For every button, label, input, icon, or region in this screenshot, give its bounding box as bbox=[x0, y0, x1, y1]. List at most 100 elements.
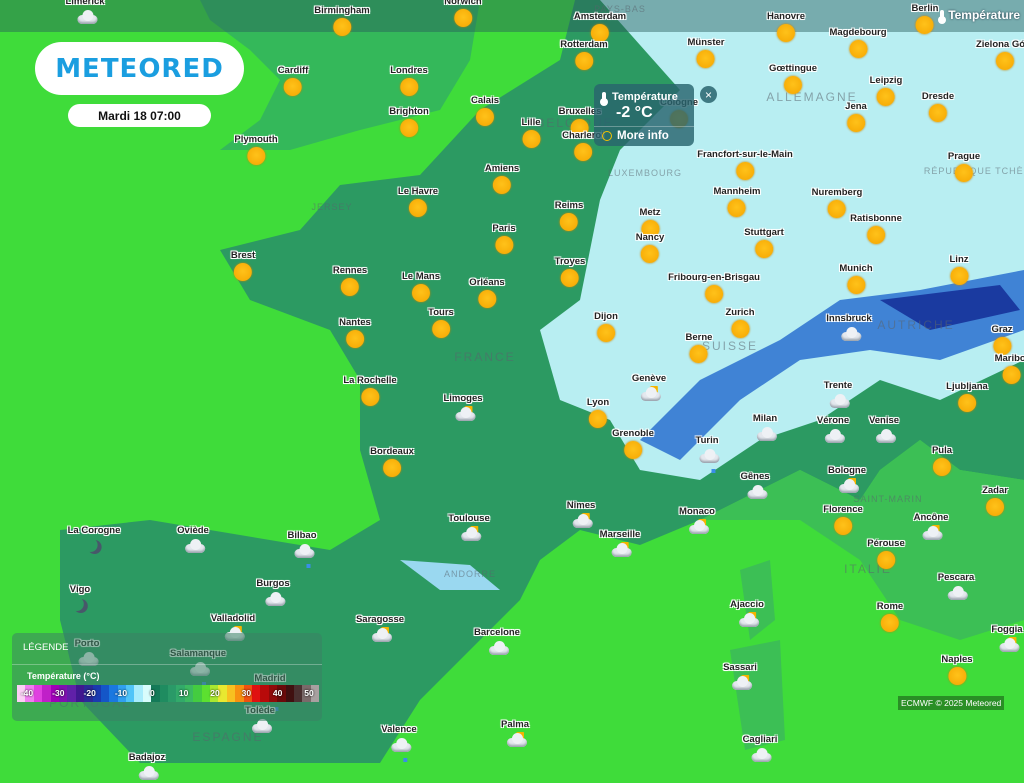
city-marker[interactable]: Trente bbox=[824, 380, 852, 411]
city-marker[interactable]: Linz bbox=[950, 254, 969, 285]
country-label: FRANCE bbox=[454, 350, 516, 364]
city-marker[interactable]: Grenoble bbox=[612, 428, 654, 459]
city-marker[interactable]: Brest bbox=[231, 250, 255, 281]
city-marker[interactable]: Innsbruck bbox=[826, 313, 872, 344]
city-marker[interactable]: Barcelone bbox=[474, 627, 520, 658]
city-marker[interactable]: Limerick bbox=[65, 0, 105, 27]
more-info-link[interactable]: More info bbox=[602, 130, 669, 142]
city-marker[interactable]: La Rochelle bbox=[343, 375, 397, 406]
city-marker[interactable]: Hanovre bbox=[767, 11, 805, 42]
city-marker[interactable]: Oviède bbox=[177, 525, 209, 556]
city-marker[interactable]: Bruxelles bbox=[559, 106, 601, 137]
city-marker[interactable]: Munich bbox=[839, 263, 873, 294]
city-marker[interactable]: Zielona Góra bbox=[976, 39, 1024, 70]
city-marker[interactable]: Cagliari bbox=[743, 734, 777, 765]
city-marker[interactable]: Saragosse bbox=[356, 614, 404, 645]
city-marker[interactable]: Orléans bbox=[469, 277, 505, 308]
city-marker[interactable]: Paris bbox=[492, 223, 516, 254]
city-marker[interactable]: Pescara bbox=[938, 572, 974, 603]
city-marker[interactable]: Vérone bbox=[817, 415, 849, 446]
city-marker[interactable]: Venise bbox=[869, 415, 899, 446]
city-marker[interactable]: Calais bbox=[471, 95, 499, 126]
city-marker[interactable]: Zadar bbox=[982, 485, 1008, 516]
city-marker[interactable]: Nancy bbox=[636, 232, 664, 263]
city-marker[interactable]: Birmingham bbox=[314, 5, 370, 36]
city-marker[interactable]: Nuremberg bbox=[812, 187, 862, 218]
city-marker[interactable]: Zurich bbox=[725, 307, 755, 338]
city-marker[interactable]: Bilbao bbox=[287, 530, 317, 561]
city-marker[interactable]: Berne bbox=[686, 332, 712, 363]
city-marker[interactable]: La Corogne bbox=[68, 525, 121, 552]
city-marker[interactable]: Badajoz bbox=[129, 752, 165, 783]
city-marker[interactable]: Magdebourg bbox=[830, 27, 887, 58]
city-marker[interactable]: Berlin bbox=[912, 3, 938, 34]
city-marker[interactable]: Le Havre bbox=[398, 186, 438, 217]
city-marker[interactable]: Palma bbox=[501, 719, 529, 750]
city-marker[interactable]: Naples bbox=[941, 654, 973, 685]
city-name: Gênes bbox=[740, 471, 770, 482]
city-marker[interactable]: Tours bbox=[428, 307, 454, 338]
city-marker[interactable]: Genève bbox=[632, 373, 666, 404]
city-marker[interactable]: Amsterdam bbox=[574, 11, 626, 42]
city-marker[interactable]: Valence bbox=[381, 724, 417, 755]
city-marker[interactable]: Ljubljana bbox=[946, 381, 988, 412]
forecast-date[interactable]: Mardi 18 07:00 bbox=[68, 104, 211, 127]
layer-selector[interactable]: Température bbox=[938, 8, 1020, 24]
top-bar bbox=[0, 0, 1024, 32]
city-marker[interactable]: Rotterdam bbox=[560, 39, 608, 70]
city-marker[interactable]: Sassari bbox=[723, 662, 757, 693]
city-marker[interactable]: Prague bbox=[948, 151, 980, 182]
city-marker[interactable]: Vigo bbox=[70, 584, 90, 611]
city-marker[interactable]: Norwich bbox=[444, 0, 482, 27]
city-marker[interactable]: Reims bbox=[555, 200, 583, 231]
city-marker[interactable]: Metz bbox=[639, 207, 661, 238]
city-marker[interactable]: Fribourg-en-Brisgau bbox=[668, 272, 760, 303]
city-marker[interactable]: Dresde bbox=[922, 91, 954, 122]
city-marker[interactable]: Lyon bbox=[587, 397, 609, 428]
city-marker[interactable]: Dijon bbox=[594, 311, 618, 342]
city-marker[interactable]: Mannheim bbox=[714, 186, 760, 217]
city-marker[interactable]: Francfort-sur-le-Main bbox=[697, 149, 793, 180]
city-marker[interactable]: Florence bbox=[823, 504, 863, 535]
city-marker[interactable]: Troyes bbox=[555, 256, 585, 287]
city-marker[interactable]: Bologne bbox=[828, 465, 866, 496]
city-marker[interactable]: Gênes bbox=[740, 471, 770, 502]
close-popup-button[interactable]: × bbox=[700, 86, 717, 103]
city-marker[interactable]: Graz bbox=[991, 324, 1013, 355]
city-marker[interactable]: Londres bbox=[390, 65, 428, 96]
city-marker[interactable]: Plymouth bbox=[234, 134, 278, 165]
city-marker[interactable]: Milan bbox=[753, 413, 777, 444]
city-marker[interactable]: Toulouse bbox=[448, 513, 490, 544]
city-marker[interactable]: Jena bbox=[845, 101, 867, 132]
city-marker[interactable]: Marseille bbox=[600, 529, 640, 560]
city-marker[interactable]: Münster bbox=[688, 37, 724, 68]
city-marker[interactable]: Monaco bbox=[679, 506, 715, 537]
city-marker[interactable]: Brighton bbox=[389, 106, 429, 137]
city-marker[interactable]: Lille bbox=[521, 117, 541, 148]
meteored-logo[interactable]: METEORED bbox=[35, 42, 244, 95]
city-marker[interactable]: Le Mans bbox=[402, 271, 440, 302]
city-marker[interactable]: Rome bbox=[877, 601, 903, 632]
legend-panel[interactable]: LÉGENDE Température (°C) -40 -30 -20 -10 0 10… bbox=[12, 633, 322, 721]
city-marker[interactable]: Nîmes bbox=[567, 500, 595, 531]
city-marker[interactable]: Ajaccio bbox=[730, 599, 764, 630]
city-marker[interactable]: Nantes bbox=[339, 317, 371, 348]
city-marker[interactable]: Bordeaux bbox=[370, 446, 414, 477]
city-marker[interactable]: Turin bbox=[695, 435, 719, 466]
city-marker[interactable]: Maribor bbox=[995, 353, 1024, 384]
city-marker[interactable]: Gœttingue bbox=[769, 63, 817, 94]
city-marker[interactable]: Leipzig bbox=[870, 75, 902, 106]
city-marker[interactable]: Amiens bbox=[485, 163, 519, 194]
city-marker[interactable]: Pula bbox=[932, 445, 952, 476]
city-marker[interactable]: Pérouse bbox=[867, 538, 905, 569]
city-marker[interactable]: Charleroi bbox=[562, 130, 604, 161]
city-marker[interactable]: Limoges bbox=[443, 393, 483, 424]
city-marker[interactable]: Rennes bbox=[333, 265, 367, 296]
city-marker[interactable]: Cardiff bbox=[278, 65, 308, 96]
city-marker[interactable]: Stuttgart bbox=[744, 227, 784, 258]
city-marker[interactable]: Ancône bbox=[914, 512, 948, 543]
city-marker[interactable]: Ratisbonne bbox=[850, 213, 902, 244]
city-name: Vérone bbox=[816, 415, 850, 426]
city-marker[interactable]: Burgos bbox=[256, 578, 290, 609]
city-marker[interactable]: Foggia bbox=[991, 624, 1023, 655]
